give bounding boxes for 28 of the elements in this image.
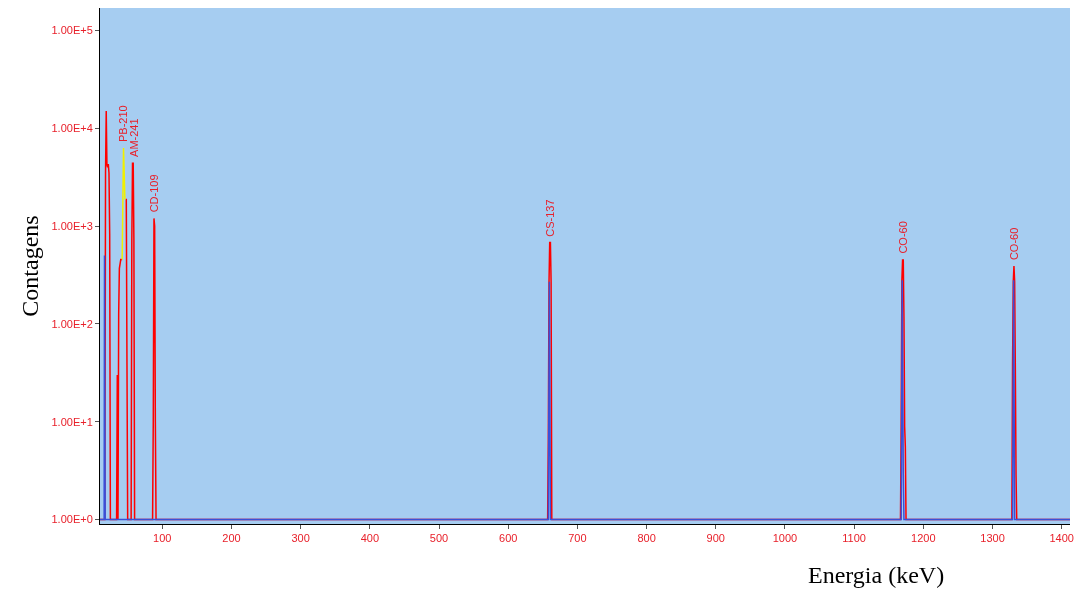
x-tick-label: 1300 — [980, 532, 1005, 545]
y-tick-label: 1.00E+0 — [51, 513, 93, 526]
x-tick-label: 200 — [222, 532, 241, 545]
y-tick-label: 1.00E+4 — [51, 122, 93, 135]
annotation: AM-241 — [127, 118, 140, 157]
x-tick-label: 1400 — [1049, 532, 1074, 545]
x-tick-label: 700 — [568, 532, 587, 545]
annotation: CO-60 — [896, 221, 909, 254]
x-tick-label: 400 — [360, 532, 380, 545]
annotation: CS-137 — [543, 199, 556, 237]
annotation: CO-60 — [1007, 227, 1020, 261]
x-tick-label: 500 — [429, 532, 449, 545]
x-tick-label: 800 — [637, 532, 656, 545]
y-tick-label: 1.00E+1 — [51, 415, 93, 428]
x-axis-title: Energia (keV) — [808, 562, 945, 588]
y-axis-title: Contagens — [16, 215, 43, 317]
x-tick-label: 300 — [291, 532, 310, 545]
y-tick-label: 1.00E+3 — [51, 219, 93, 232]
x-tick-label: 600 — [499, 532, 518, 545]
x-tick-label: 1000 — [772, 532, 798, 545]
annotation: PB-210 — [117, 105, 130, 142]
y-tick-label: 1.00E+5 — [51, 24, 93, 37]
x-tick-label: 900 — [706, 532, 725, 545]
x-tick-label: 100 — [153, 532, 172, 545]
x-tick-label: 1200 — [911, 532, 936, 545]
annotation: CD-109 — [147, 174, 160, 213]
y-tick-label: 1.00E+2 — [51, 317, 93, 330]
x-tick-label: 1100 — [842, 532, 866, 545]
